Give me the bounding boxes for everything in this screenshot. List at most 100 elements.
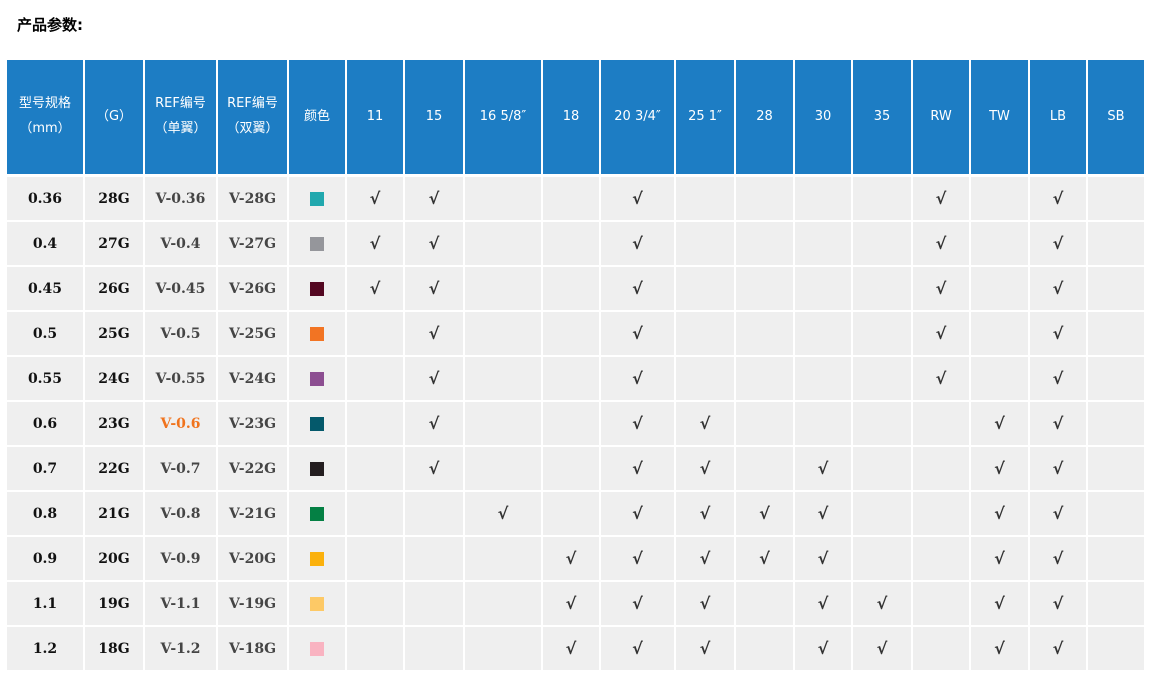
- column-header-label: RW: [930, 108, 952, 124]
- check-icon: √: [632, 414, 643, 433]
- ref-single-link[interactable]: V-0.6: [160, 415, 201, 432]
- ref-double-value: V-28G: [228, 190, 277, 207]
- cell-ref-double: V-28G: [216, 174, 289, 222]
- cell-check-16-5-8: [463, 580, 543, 627]
- column-header-16-5-8: 16 5/8″: [463, 58, 543, 177]
- cell-size: 1.2: [5, 625, 85, 672]
- check-icon: √: [699, 594, 711, 613]
- column-header-lb: LB: [1028, 58, 1088, 177]
- cell-size: 0.55: [5, 355, 85, 402]
- table-row: 0.9 20G V-0.9 V-20G √ √ √ √ √ √ √: [5, 535, 1146, 582]
- cell-check-20-3-4: √: [599, 490, 676, 537]
- cell-check-35: [851, 265, 913, 312]
- check-icon: √: [817, 504, 829, 523]
- cell-size: 0.9: [5, 535, 85, 582]
- cell-check-20-3-4: √: [599, 220, 676, 267]
- column-header-label: 35: [873, 108, 891, 124]
- column-header-label: 11: [366, 108, 384, 124]
- cell-ref-double: V-22G: [216, 445, 289, 492]
- check-icon: √: [428, 189, 440, 208]
- cell-check-16-5-8: [463, 220, 543, 267]
- table-row: 0.8 21G V-0.8 V-21G √ √ √ √ √ √ √: [5, 490, 1146, 537]
- check-icon: √: [369, 189, 381, 208]
- cell-gauge: 24G: [83, 355, 145, 402]
- cell-check-lb: √: [1028, 535, 1088, 582]
- cell-ref-single: V-0.7: [143, 445, 218, 492]
- column-header-label: 20 3/4″: [614, 108, 661, 124]
- cell-check-sb: [1086, 174, 1146, 222]
- cell-check-rw: √: [911, 265, 971, 312]
- column-header-label: 25 1″: [688, 108, 722, 124]
- cell-check-28: √: [734, 535, 795, 582]
- cell-check-15: [403, 490, 465, 537]
- cell-ref-single: V-0.6: [143, 400, 218, 447]
- cell-check-15: √: [403, 174, 465, 222]
- cell-check-25-1: [674, 174, 736, 222]
- column-header-label: SB: [1107, 108, 1125, 124]
- column-header-label: 颜色: [303, 108, 330, 124]
- color-swatch: [310, 641, 324, 656]
- cell-check-tw: [969, 265, 1030, 312]
- check-icon: √: [632, 504, 643, 523]
- column-header-label: （G）: [95, 108, 133, 124]
- ref-single-value: V-0.36: [155, 190, 206, 207]
- check-icon: √: [1052, 549, 1064, 568]
- column-header-ref-double: REF编号 （双翼）: [216, 58, 289, 177]
- cell-check-tw: √: [969, 535, 1030, 582]
- cell-check-11: [345, 625, 405, 672]
- cell-size: 0.5: [5, 310, 85, 357]
- color-swatch: [310, 551, 324, 566]
- column-header-sublabel: （双翼）: [226, 121, 279, 136]
- cell-check-30: √: [793, 580, 853, 627]
- cell-check-20-3-4: √: [599, 355, 676, 402]
- table-row: 1.2 18G V-1.2 V-18G √ √ √ √ √ √ √: [5, 625, 1146, 672]
- cell-check-20-3-4: √: [599, 625, 676, 672]
- cell-color: [287, 265, 347, 312]
- color-swatch: [310, 596, 324, 611]
- cell-check-35: √: [851, 580, 913, 627]
- color-swatch: [310, 461, 324, 476]
- color-swatch: [310, 506, 324, 521]
- cell-check-20-3-4: √: [599, 535, 676, 582]
- cell-ref-double: V-20G: [216, 535, 289, 582]
- cell-check-30: [793, 400, 853, 447]
- cell-check-20-3-4: √: [599, 445, 676, 492]
- cell-check-18: [541, 174, 601, 222]
- cell-check-25-1: √: [674, 535, 736, 582]
- cell-check-15: [403, 535, 465, 582]
- check-icon: √: [565, 549, 577, 568]
- cell-ref-double: V-24G: [216, 355, 289, 402]
- check-icon: √: [817, 594, 829, 613]
- cell-check-15: [403, 625, 465, 672]
- column-header-15: 15: [403, 58, 465, 177]
- cell-check-30: √: [793, 490, 853, 537]
- check-icon: √: [817, 639, 829, 658]
- cell-color: [287, 445, 347, 492]
- cell-gauge: 21G: [83, 490, 145, 537]
- check-icon: √: [497, 504, 509, 523]
- color-swatch: [310, 236, 324, 251]
- check-icon: √: [632, 594, 643, 613]
- cell-check-rw: √: [911, 310, 971, 357]
- cell-ref-single: V-0.55: [143, 355, 218, 402]
- check-icon: √: [428, 234, 440, 253]
- cell-check-lb: √: [1028, 445, 1088, 492]
- cell-check-28: [734, 625, 795, 672]
- cell-check-18: [541, 220, 601, 267]
- page-title: 产品参数:: [17, 16, 83, 34]
- cell-check-25-1: [674, 220, 736, 267]
- column-header-25-1: 25 1″: [674, 58, 736, 177]
- column-header-35: 35: [851, 58, 913, 177]
- cell-check-35: [851, 535, 913, 582]
- cell-check-lb: √: [1028, 580, 1088, 627]
- cell-color: [287, 535, 347, 582]
- check-icon: √: [632, 324, 643, 343]
- check-icon: √: [1052, 369, 1064, 388]
- ref-double-value: V-25G: [228, 325, 277, 342]
- check-icon: √: [428, 324, 440, 343]
- cell-ref-single: V-1.2: [143, 625, 218, 672]
- product-parameters-table: 型号规格 （mm） （G） REF编号 （单翼） REF编号 （双翼） 颜色 11 15 16 5/…: [5, 58, 1146, 672]
- table-row: 0.7 22G V-0.7 V-22G √ √ √ √ √ √: [5, 445, 1146, 492]
- cell-check-lb: √: [1028, 490, 1088, 537]
- ref-double-value: V-23G: [228, 415, 277, 432]
